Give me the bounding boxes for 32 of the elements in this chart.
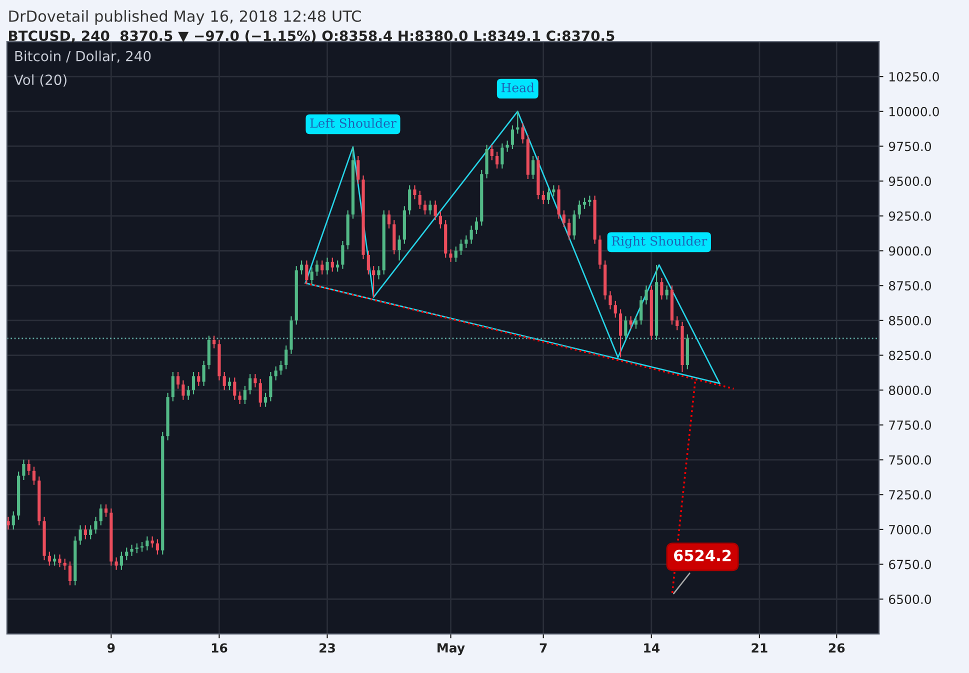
x-tick-label: 21 [752, 643, 768, 652]
y-tick-label: 8500.0 [888, 316, 932, 326]
y-tick-label: 8000.0 [888, 386, 932, 396]
chart-subtitle: BTCUSD, 240 8370.5 ▼ −97.0 (−1.15%) O:8358.4 H:8380.0 L:8349.1 C:8370.5 [9, 30, 614, 43]
y-tick-label: 9750.0 [888, 142, 932, 152]
y-tick-label: 8250.0 [888, 350, 932, 360]
annotation: Bitcoin / Dollar, 240 [15, 50, 151, 63]
y-tick-label: 7250.0 [889, 490, 932, 500]
annotation: Head [501, 82, 534, 92]
y-tick-label: 9250.0 [888, 211, 932, 221]
y-tick-label: 10250.0 [889, 72, 939, 82]
x-tick-label: 9 [107, 643, 115, 653]
y-tick-label: 7000.0 [889, 524, 932, 534]
y-tick-label: 7500.0 [889, 455, 932, 465]
y-tick-label: 7750.0 [889, 420, 932, 430]
annotation: Left Shoulder [310, 118, 396, 128]
x-tick-label: 16 [212, 643, 228, 653]
annotation: Vol (20) [14, 74, 66, 87]
x-tick-label: 7 [540, 643, 547, 652]
x-tick-label: May [438, 643, 465, 656]
chart-title: DrDovetail published May 16, 2018 12:48 UTC [9, 10, 361, 25]
x-tick-label: 23 [320, 643, 335, 653]
y-tick-label: 9500.0 [888, 176, 932, 186]
y-tick-label: 10000.0 [889, 106, 939, 116]
y-tick-label: 6500.0 [888, 594, 932, 604]
y-tick-label: 9000.0 [888, 246, 932, 256]
annotation: 6524.2 [674, 550, 731, 562]
annotation: Right Shoulder [612, 236, 708, 248]
x-tick-label: 14 [644, 643, 660, 652]
x-tick-label: 26 [828, 643, 845, 653]
y-tick-label: 8750.0 [888, 281, 932, 291]
y-tick-label: 6750.0 [888, 560, 932, 570]
